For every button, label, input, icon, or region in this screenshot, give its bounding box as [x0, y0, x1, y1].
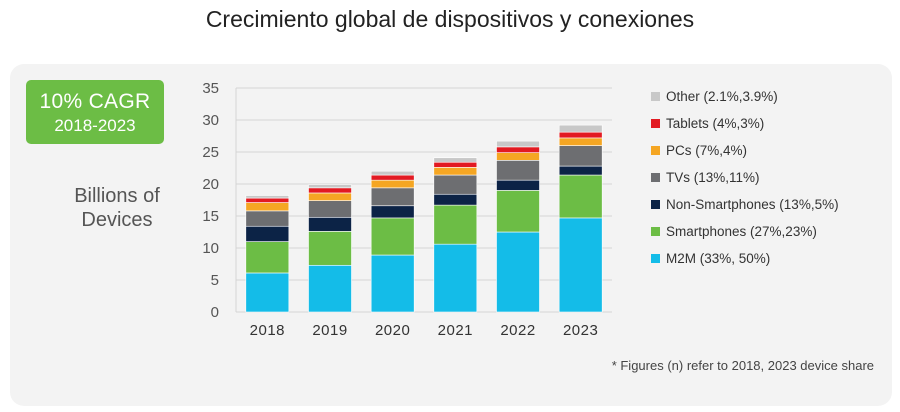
- bar-segment: [433, 167, 478, 176]
- y-axis-label-line-2: Devices: [81, 209, 153, 231]
- bar-segment: [245, 202, 290, 212]
- legend-swatch: [651, 254, 660, 263]
- bar-segment: [370, 170, 415, 176]
- y-tick-label: 35: [202, 80, 219, 97]
- bar-segment: [245, 195, 290, 199]
- bar-segment: [370, 187, 415, 207]
- cagr-title: 10% CAGR: [39, 90, 151, 113]
- bar-segment: [433, 174, 478, 195]
- bar-segment: [433, 161, 478, 168]
- y-axis-label: Billions of Devices: [64, 184, 170, 232]
- bar-segment: [308, 184, 352, 189]
- legend-item: Other (2.1%,3.9%): [651, 88, 839, 115]
- y-tick-label: 0: [211, 304, 219, 321]
- legend-label: Non-Smartphones (13%,5%): [666, 197, 839, 212]
- bar-segment: [245, 210, 290, 227]
- bar-segment: [496, 160, 540, 181]
- bar-segment: [308, 264, 352, 313]
- bar-segment: [433, 157, 478, 163]
- x-tick-label: 2020: [375, 322, 410, 339]
- x-tick-label: 2022: [500, 322, 535, 339]
- legend-label: PCs (7%,4%): [666, 143, 748, 158]
- bar-segment: [558, 174, 603, 219]
- chart-legend: Other (2.1%,3.9%) Tablets (4%,3%) PCs (7%,…: [651, 88, 839, 277]
- legend-swatch: [651, 119, 660, 128]
- legend-swatch: [651, 92, 660, 101]
- bar-segment: [558, 145, 603, 167]
- legend-label: Smartphones (27%,23%): [666, 224, 817, 239]
- legend-item: PCs (7%,4%): [651, 142, 839, 169]
- cagr-badge: 10% CAGR 2018-2023: [26, 80, 164, 144]
- legend-item: Smartphones (27%,23%): [651, 223, 839, 250]
- y-tick-label: 25: [202, 144, 219, 161]
- bar-segment: [496, 190, 540, 233]
- bar-segment: [370, 205, 415, 219]
- bar-segment: [496, 140, 540, 148]
- y-axis-label-line-1: Billions of: [74, 185, 160, 207]
- bar-segment: [370, 174, 415, 181]
- bar-segment: [433, 193, 478, 206]
- legend-item: M2M (33%, 50%): [651, 250, 839, 277]
- y-tick-label: 15: [202, 208, 219, 225]
- x-tick-label: 2021: [438, 322, 473, 339]
- bar-segment: [245, 241, 290, 274]
- cagr-period: 2018-2023: [54, 116, 136, 135]
- legend-swatch: [651, 173, 660, 182]
- y-tick-label: 20: [202, 176, 219, 193]
- bar-segment: [370, 217, 415, 256]
- legend-item: TVs (13%,11%): [651, 169, 839, 196]
- legend-item: Tablets (4%,3%): [651, 115, 839, 142]
- legend-swatch: [651, 227, 660, 236]
- legend-label: M2M (33%, 50%): [666, 251, 771, 266]
- bar-segment: [308, 216, 352, 232]
- y-tick-label: 5: [211, 272, 219, 289]
- bar-segment: [558, 124, 603, 133]
- legend-swatch: [651, 200, 660, 209]
- y-tick-label: 10: [202, 240, 219, 257]
- bar-segment: [370, 179, 415, 189]
- legend-item: Non-Smartphones (13%,5%): [651, 196, 839, 223]
- legend-swatch: [651, 146, 660, 155]
- bar-segment: [558, 165, 603, 176]
- bar-segment: [433, 243, 478, 313]
- footnote: * Figures (n) refer to 2018, 2023 device…: [611, 358, 874, 373]
- legend-label: Tablets (4%,3%): [666, 116, 765, 131]
- bar-segment: [496, 152, 540, 161]
- bar-segment: [370, 254, 415, 313]
- x-tick-label: 2019: [312, 322, 347, 339]
- x-tick-label: 2018: [250, 322, 285, 339]
- bar-segment: [245, 197, 290, 203]
- bar-segment: [496, 179, 540, 191]
- bar-segment: [245, 272, 290, 313]
- bar-segment: [558, 131, 603, 139]
- legend-label: Other (2.1%,3.9%): [666, 89, 778, 104]
- bar-segment: [308, 192, 352, 201]
- bar-segment: [558, 137, 603, 146]
- bar-segment: [558, 217, 603, 313]
- y-tick-label: 30: [202, 112, 219, 129]
- x-tick-label: 2023: [563, 322, 598, 339]
- bar-segment: [433, 204, 478, 245]
- bar-segment: [308, 231, 352, 266]
- bar-segment: [245, 225, 290, 242]
- bar-segment: [496, 146, 540, 153]
- bar-segment: [496, 231, 540, 313]
- legend-label: TVs (13%,11%): [666, 170, 760, 185]
- bar-segment: [308, 187, 352, 194]
- bar-segment: [308, 200, 352, 218]
- page-title: Crecimiento global de dispositivos y con…: [205, 6, 695, 32]
